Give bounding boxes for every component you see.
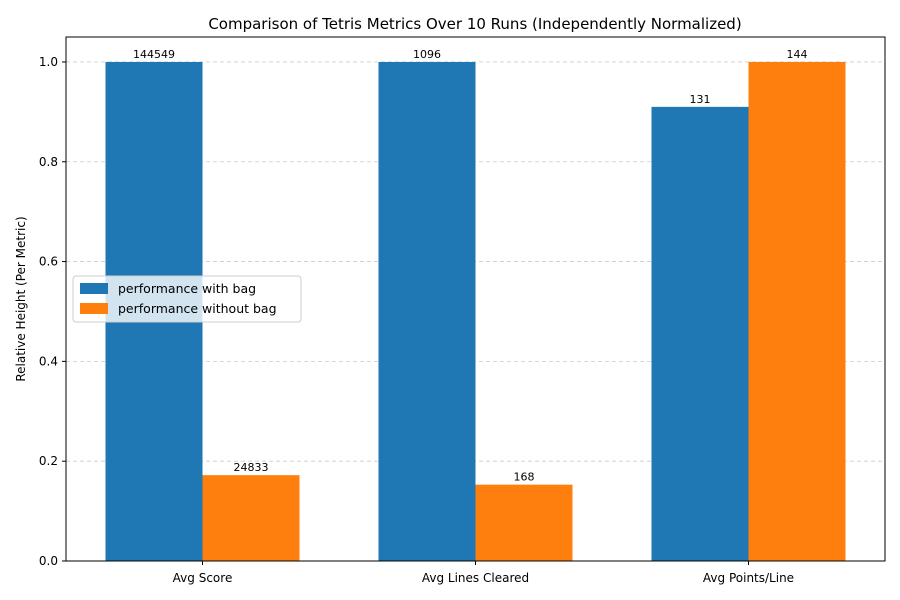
legend-label: performance without bag — [118, 301, 277, 316]
legend-swatch — [80, 303, 108, 314]
y-tick-label: 1.0 — [39, 55, 58, 69]
y-tick-label: 0.4 — [39, 354, 58, 368]
bar-value-label: 1096 — [413, 48, 441, 61]
y-axis-label: Relative Height (Per Metric) — [14, 216, 28, 381]
bar — [651, 106, 749, 561]
legend-label: performance with bag — [118, 281, 256, 296]
bar — [202, 475, 300, 561]
bar-value-label: 24833 — [234, 461, 269, 474]
x-tick-label: Avg Score — [173, 571, 233, 585]
x-tick-label: Avg Lines Cleared — [422, 571, 529, 585]
y-tick-label: 0.0 — [39, 554, 58, 568]
y-axis: 0.0 0.2 0.4 0.6 0.8 1.0 — [39, 55, 66, 568]
bar — [475, 484, 573, 561]
y-tick-label: 0.2 — [39, 454, 58, 468]
legend-swatch — [80, 283, 108, 294]
x-axis: Avg Score Avg Lines Cleared Avg Points/Lin… — [173, 561, 794, 585]
x-tick-label: Avg Points/Line — [703, 571, 794, 585]
chart-title: Comparison of Tetris Metrics Over 10 Run… — [208, 15, 741, 33]
bar-value-label: 144 — [787, 48, 808, 61]
y-tick-label: 0.8 — [39, 155, 58, 169]
y-tick-label: 0.6 — [39, 255, 58, 269]
data-labels: 144549 24833 1096 168 131 144 — [133, 48, 808, 484]
legend: performance with bag performance without … — [72, 275, 302, 323]
bars — [105, 61, 846, 561]
bar-value-label: 168 — [514, 471, 535, 484]
bar-value-label: 144549 — [133, 48, 175, 61]
bar — [378, 61, 476, 561]
bar — [748, 61, 846, 561]
legend-box — [72, 275, 302, 323]
bar-value-label: 131 — [690, 93, 711, 106]
